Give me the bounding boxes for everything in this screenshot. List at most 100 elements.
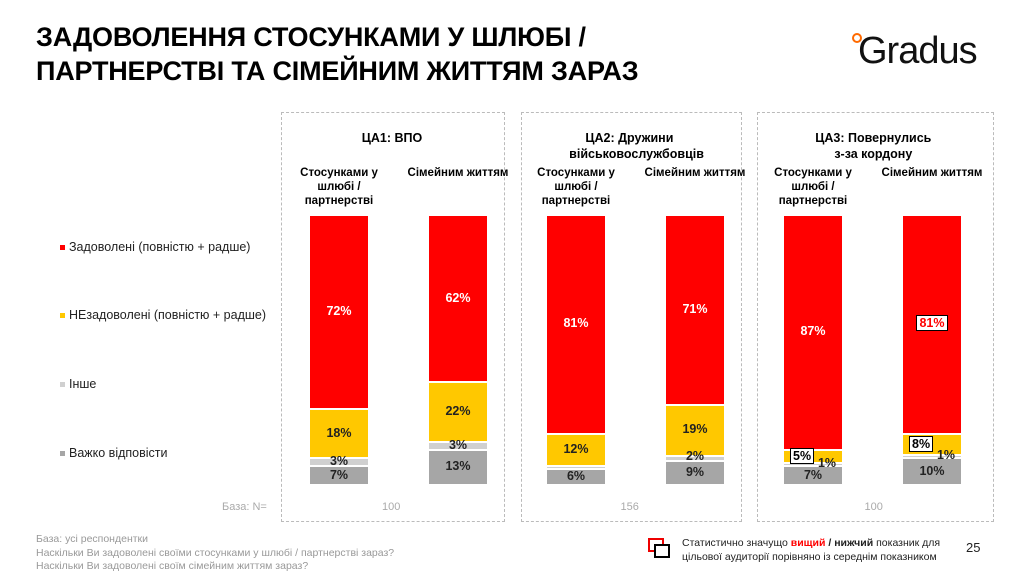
bar-value: 81% [916,315,948,332]
base-value: 100 [864,501,883,513]
bar-data-label: 22% [429,404,487,418]
bar-data-label: 19% [666,422,724,436]
bar-data-label: 6% [547,469,605,483]
bar-value: 87% [800,324,826,339]
bar-segment [666,216,724,404]
bar-value: 18% [326,425,352,440]
bar-category-label: Сімейним життям [644,167,746,179]
legend-swatch-icon [60,313,65,319]
bar-value: 3% [448,437,468,452]
bar-data-label: 72% [310,304,368,318]
note-text: показник для [873,537,941,549]
panel-title: ЦА3: Повернулись з-за кордону [815,131,932,161]
bar-data-label: 13% [429,459,487,473]
bar-segment [547,434,605,466]
note-text: Статистично значущо [682,537,791,549]
note-higher: вищий [790,537,826,549]
bar-value: 13% [445,459,471,474]
bar-value: 72% [326,304,352,319]
bar-data-label: 87% [784,324,842,338]
bar-segment [310,467,368,484]
bar-segment [784,467,842,484]
panel [757,112,994,522]
legend-item: Важко відповісти [60,446,168,460]
bar-segment [903,456,961,458]
bar-value: 19% [682,422,708,437]
bar-data-label: 81% [547,316,605,330]
bar-segment [903,459,961,484]
legend-item: Інше [60,377,96,391]
bar-data-label: 1% [917,448,975,462]
bar-value: 10% [919,463,945,478]
gradus-logo: Gradus [858,30,978,72]
legend-label: НЕзадоволені (повністю + радше) [69,308,267,322]
bar-data-label: 3% [429,438,487,452]
title-line: ЗАДОВОЛЕННЯ СТОСУНКАМИ У ШЛЮБІ / [36,22,586,52]
bar-data-label: 3% [310,454,368,468]
bar-value: 22% [445,404,471,419]
bar-data-label: 71% [666,302,724,316]
bar-value: 5% [790,447,815,464]
bar-data-label: 8% [909,435,967,452]
bar-segment [429,216,487,382]
bar-segment [547,216,605,433]
bar-value: 8% [909,435,934,452]
bar-segment [666,405,724,455]
bar-segment [310,410,368,457]
bar-value: 3% [329,454,349,469]
bar-value: 62% [445,290,471,305]
legend-item: НЕзадоволені (повністю + радше) [60,308,266,322]
bar-value: 2% [685,449,705,464]
note-lower: нижчий [834,537,874,549]
bar-value: 71% [682,301,708,316]
bar-segment [547,469,605,484]
bar-segment [429,442,487,449]
legend-label: Інше [69,377,97,391]
note-sep: / [825,537,835,549]
legend-label: Важко відповісти [69,446,168,460]
bar-category-label: Сімейним життям [407,167,509,179]
panel [521,112,742,522]
bar-segment [666,456,724,460]
bar-value: 7% [803,467,823,482]
footnote: Наскільки Ви задоволені своїм сімейним ж… [36,560,309,572]
bar-segment [310,216,368,409]
bar-data-label: 18% [310,426,368,440]
bar-data-label: 9% [666,465,724,479]
page-number: 25 [966,540,981,555]
legend-item: Задоволені (повністю + радше) [60,240,250,254]
bar-data-label: 7% [310,468,368,482]
panel [281,112,505,522]
logo-dot-icon [852,33,862,43]
bar-value: 6% [566,468,586,483]
footnote: Наскільки Ви задоволені своїми стосункам… [36,546,395,559]
bar-value: 81% [563,316,589,331]
bar-segment [310,459,368,466]
bar-data-label: 62% [429,291,487,305]
legend-swatch-icon [60,382,65,388]
bar-value: 12% [563,441,589,456]
bar-segment [547,467,605,469]
bar-segment [429,383,487,441]
bar-category-label: Стосунками у шлюбі / партнерстві [300,167,378,207]
bar-segment [666,461,724,484]
bar-value: 1% [817,455,837,470]
footnote: База: усі респондентки [36,533,149,545]
bar-segment [784,216,842,449]
legend-label: Задоволені (повністю + радше) [69,240,251,254]
slide-title: ЗАДОВОЛЕННЯ СТОСУНКАМИ У ШЛЮБІ / ПАРТНЕРС… [36,20,639,88]
bar-data-label: 12% [547,442,605,456]
bar-value: 9% [685,464,705,479]
base-value: 100 [382,501,401,513]
lower-indicator-icon [654,544,670,558]
bar-value: 1% [936,447,956,462]
bar-segment [784,464,842,466]
base-label: База: N= [222,501,267,513]
bar-category-label: Стосунками у шлюбі / партнерстві [774,167,852,207]
bar-data-label: 2% [666,449,724,463]
bar-data-label: 1% [798,456,856,470]
panel-title: ЦА1: ВПО [361,131,423,145]
bar-data-label: 10% [903,464,961,478]
bar-value: 7% [329,467,349,482]
